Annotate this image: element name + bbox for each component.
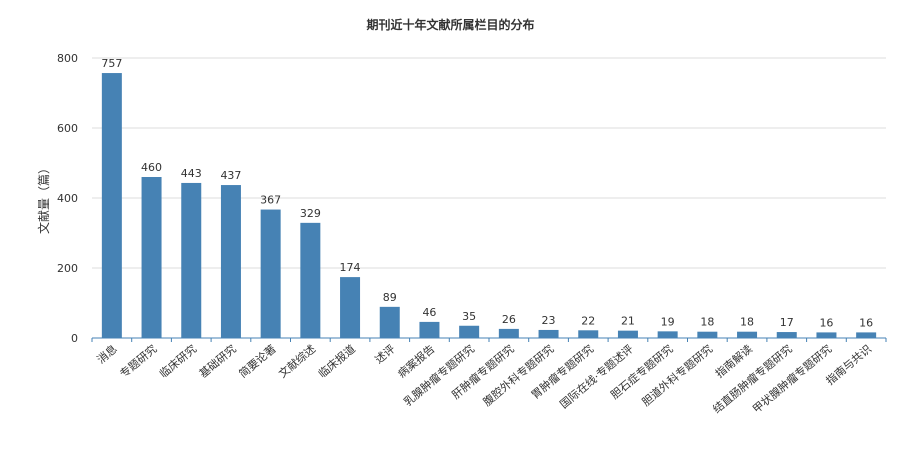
bar-value-label: 89: [383, 291, 397, 304]
bar-value-label: 16: [859, 316, 873, 329]
bar-value-label: 19: [661, 315, 675, 328]
y-tick-label: 400: [57, 192, 78, 205]
x-tick-label: 简要论著: [236, 342, 279, 381]
bar[interactable]: [181, 182, 202, 338]
x-tick-label: 述评: [372, 342, 397, 366]
x-axis-ticks: [91, 338, 887, 342]
bar[interactable]: [379, 306, 400, 338]
bar-value-label: 18: [700, 316, 714, 329]
x-tick-label: 基础研究: [196, 342, 239, 381]
bar-value-label: 329: [300, 207, 321, 220]
bar[interactable]: [459, 325, 480, 338]
bar[interactable]: [101, 73, 122, 339]
y-tick-label: 600: [57, 122, 78, 135]
bar[interactable]: [340, 277, 361, 338]
bar-value-label: 26: [502, 313, 516, 326]
bar-value-label: 22: [581, 314, 595, 327]
x-tick-label: 消息: [94, 342, 120, 367]
bar-value-label: 460: [141, 161, 162, 174]
x-tick-label: 临床研究: [156, 342, 199, 381]
bar[interactable]: [657, 331, 678, 338]
bar[interactable]: [697, 331, 718, 338]
bars: [101, 73, 877, 339]
bar[interactable]: [776, 332, 797, 338]
grid-lines: [92, 57, 886, 269]
y-axis-label: 文献量（篇）: [36, 162, 51, 234]
bar[interactable]: [737, 331, 758, 338]
bar-value-label: 757: [101, 57, 122, 70]
bar-value-label: 21: [621, 315, 635, 328]
bar-value-label: 174: [340, 261, 361, 274]
data-labels: 757 460 443 437 367 329 174 89 46 35 26 23 22 21 19 18 1…: [101, 57, 873, 329]
bar[interactable]: [617, 330, 638, 338]
bar[interactable]: [856, 332, 877, 338]
y-tick-label: 200: [57, 262, 78, 275]
bar[interactable]: [538, 329, 559, 338]
x-tick-label: 乳腺肿瘤专题研究: [401, 342, 477, 409]
bar[interactable]: [419, 321, 440, 338]
bar-value-label: 46: [422, 306, 436, 319]
y-axis-ticks: 0 200 400 600 800: [57, 52, 78, 345]
x-tick-label: 文献综述: [276, 342, 319, 381]
bar[interactable]: [816, 332, 837, 338]
x-tick-label: 腹腔外科专题研究: [480, 342, 556, 409]
bar[interactable]: [220, 185, 241, 338]
x-tick-label: 临床报道: [315, 342, 358, 381]
bar[interactable]: [300, 222, 321, 338]
bar[interactable]: [578, 330, 599, 338]
x-tick-label: 国际在线·专题述评: [557, 342, 636, 412]
bar[interactable]: [141, 177, 162, 338]
x-tick-label: 专题研究: [117, 342, 160, 381]
x-tick-label: 胆道外科专题研究: [639, 342, 715, 409]
bar-value-label: 443: [181, 167, 202, 180]
bar-value-label: 367: [260, 194, 281, 207]
bar[interactable]: [260, 209, 281, 338]
bar[interactable]: [498, 328, 519, 338]
chart-title: 期刊近十年文献所属栏目的分布: [366, 18, 535, 32]
bar-value-label: 17: [780, 316, 794, 329]
bar-value-label: 18: [740, 316, 754, 329]
bar-value-label: 35: [462, 310, 476, 323]
bar-value-label: 16: [819, 316, 833, 329]
bar-value-label: 23: [542, 314, 556, 327]
y-tick-label: 800: [57, 52, 78, 65]
y-tick-label: 0: [71, 332, 78, 345]
bar-value-label: 437: [220, 169, 241, 182]
